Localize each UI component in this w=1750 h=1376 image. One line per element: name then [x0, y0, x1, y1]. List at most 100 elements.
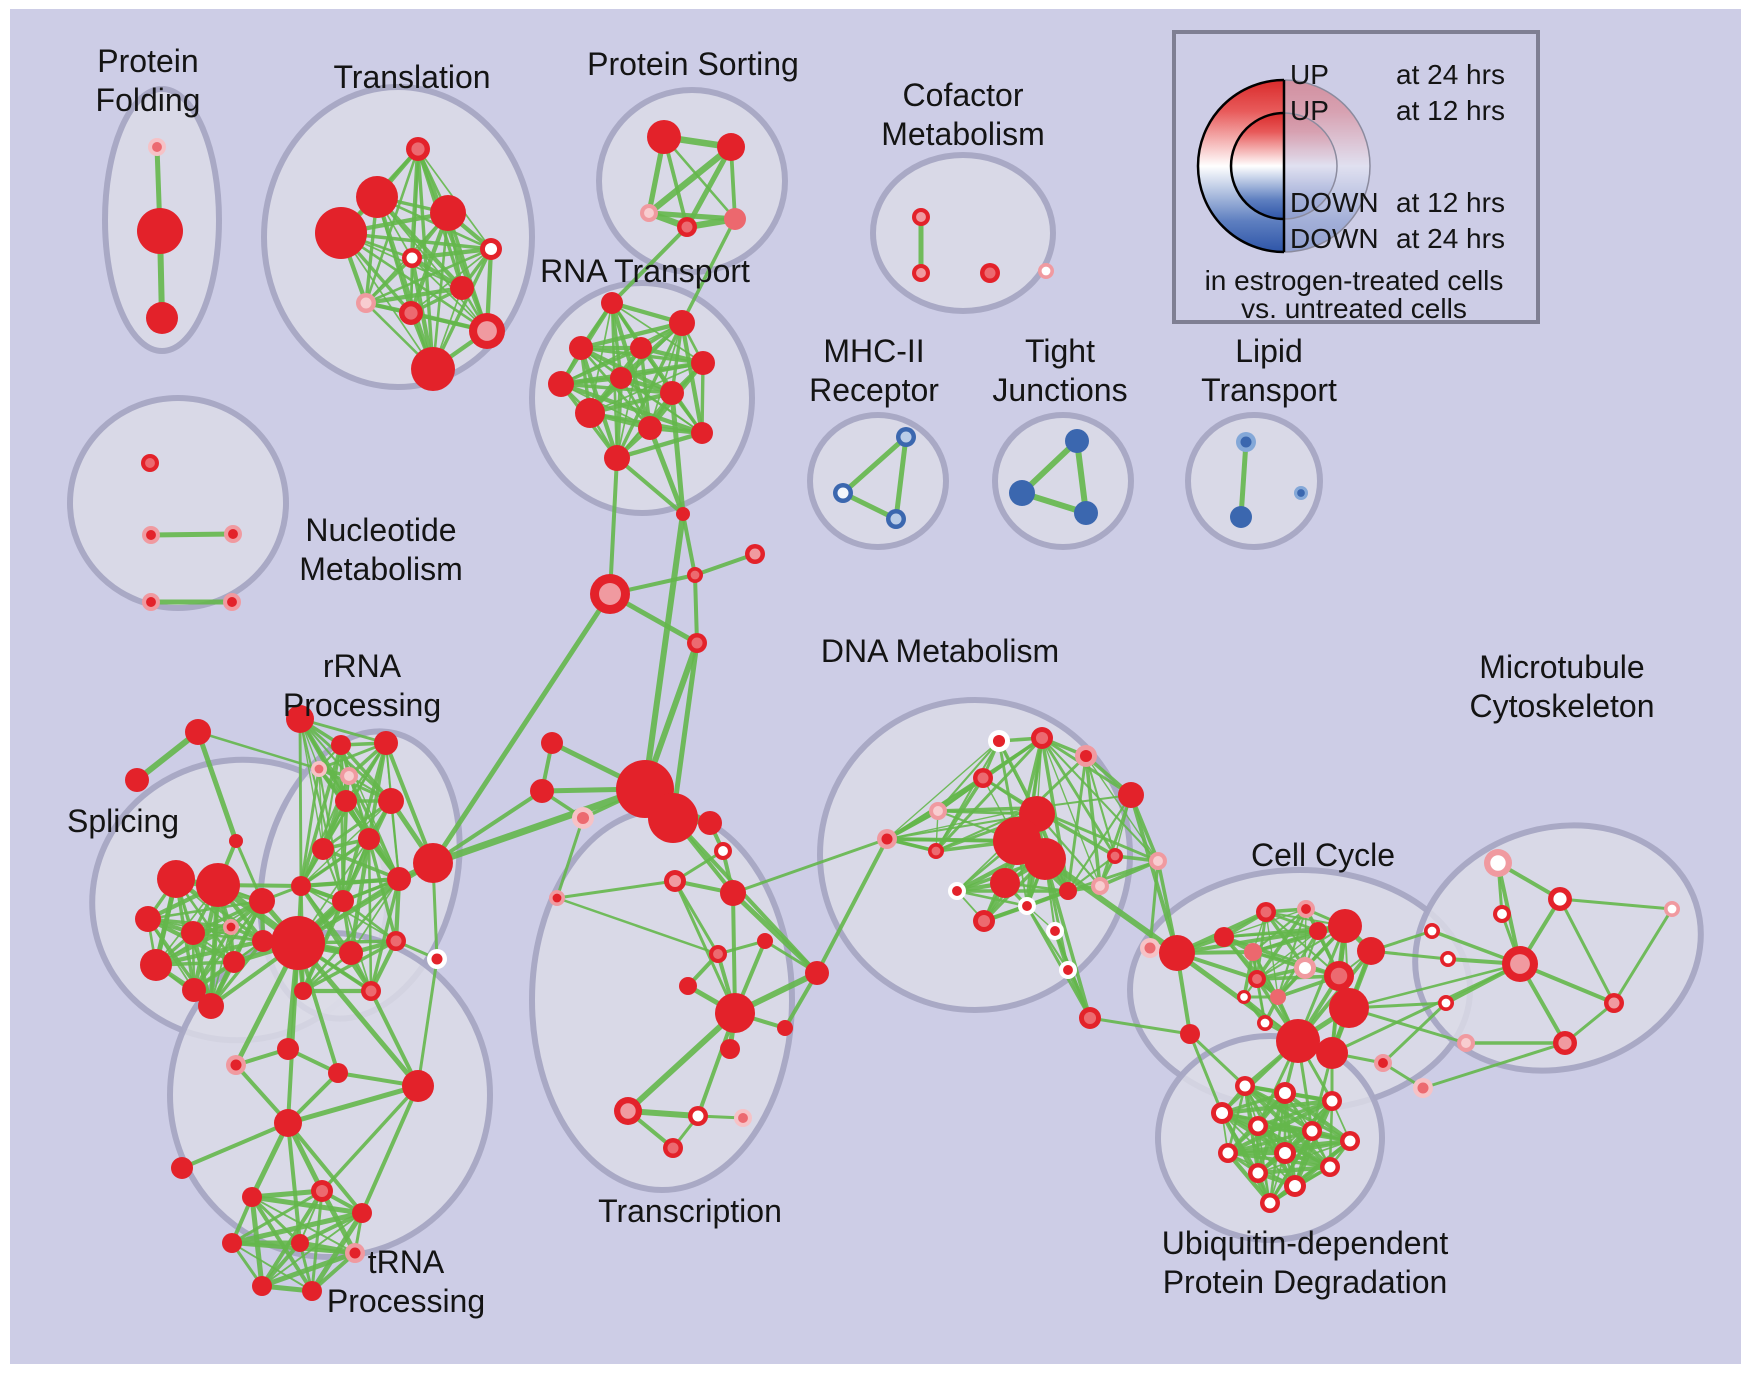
node-cf1-inner	[916, 212, 926, 222]
edge	[1255, 924, 1347, 981]
node-t10-inner	[477, 321, 497, 341]
node-tj2-outer	[1009, 480, 1035, 506]
node-n3-outer	[328, 1063, 348, 1083]
edge	[815, 837, 889, 975]
edge	[341, 741, 388, 903]
node-r7-outer	[378, 788, 404, 814]
node-s5-inner	[226, 922, 236, 932]
edge	[670, 640, 700, 821]
edge	[1098, 793, 1133, 888]
edge	[192, 899, 264, 992]
edge	[1421, 1041, 1567, 1090]
node-mt6-inner	[1558, 1036, 1572, 1050]
edge	[321, 847, 401, 881]
edge	[1226, 1129, 1314, 1155]
node-rn7-outer	[610, 367, 632, 389]
edge	[555, 879, 677, 900]
node-rn10-outer	[638, 416, 662, 440]
node-d23-outer	[1180, 1024, 1200, 1044]
node-u7-inner	[1344, 1135, 1356, 1147]
edge	[681, 512, 697, 577]
node-r12-outer	[291, 876, 311, 896]
node-pf1-inner	[152, 142, 162, 152]
cluster-mhc-ii-label: MHC-II	[823, 333, 924, 369]
node-u8-inner	[1222, 1147, 1234, 1159]
node-u6-inner	[1306, 1125, 1318, 1137]
node-mt3-inner	[1497, 909, 1507, 919]
cluster-ubiquitin-label: Ubiquitin-dependent	[1162, 1225, 1449, 1261]
cluster-cofactor-ellipse	[870, 152, 1056, 314]
node-cc17-inner	[1427, 926, 1437, 936]
cluster-protein-folding-label: Protein	[97, 43, 198, 79]
node-tx7-outer	[679, 977, 697, 995]
node-rn4-outer	[630, 337, 652, 359]
node-r2-outer	[331, 735, 351, 755]
node-r1-outer	[286, 705, 314, 733]
node-cc8-inner	[1252, 974, 1262, 984]
node-r18-outer	[294, 982, 312, 1000]
edge	[1148, 859, 1160, 950]
edge	[360, 1084, 420, 1215]
edge	[298, 717, 303, 888]
edge	[231, 1242, 313, 1292]
node-cc2-inner	[1301, 904, 1311, 914]
legend-time-label-0: at 24 hrs	[1396, 59, 1505, 90]
node-cc12-outer	[1270, 989, 1286, 1005]
edge	[1066, 854, 1117, 893]
node-t6-inner	[406, 252, 418, 264]
node-ps5-outer	[724, 208, 746, 230]
node-mt5-inner	[1608, 997, 1620, 1009]
node-d13-inner	[977, 914, 991, 928]
node-d16-outer	[1059, 882, 1077, 900]
node-t1-inner	[411, 142, 425, 156]
node-t11-outer	[411, 347, 455, 391]
edge	[1225, 1150, 1273, 1206]
node-cc13-inner	[1260, 1018, 1270, 1028]
edge	[619, 361, 705, 380]
legend: UP at 24 hrs UP at 12 hrs DOWN at 12 hrs DOWN a…	[1172, 30, 1540, 324]
node-cc10-outer	[1329, 988, 1369, 1028]
node-u13-inner	[1264, 1197, 1276, 1209]
node-d1-inner	[992, 734, 1006, 748]
node-n5-outer	[274, 1109, 302, 1137]
node-s2-outer	[196, 863, 240, 907]
edge	[298, 1211, 364, 1245]
edge	[298, 876, 402, 889]
cluster-cofactor-label: Cofactor	[903, 77, 1024, 113]
edge	[301, 877, 401, 993]
edge	[1238, 439, 1249, 520]
node-mt7-inner	[1667, 904, 1677, 914]
node-st3-outer	[229, 834, 243, 848]
node-c0-outer	[676, 507, 690, 521]
node-r14-outer	[339, 941, 363, 965]
cluster-ubiquitin-label: Protein Degradation	[1163, 1264, 1448, 1300]
edge	[646, 210, 738, 222]
edge	[1219, 1110, 1273, 1206]
edge	[249, 1194, 365, 1216]
node-c4-inner	[691, 637, 703, 649]
node-lb-outer	[530, 779, 554, 803]
node-lpk-inner	[552, 893, 562, 903]
node-mh1-inner	[900, 431, 912, 443]
node-la-outer	[541, 732, 563, 754]
edge	[609, 300, 653, 431]
node-tx13-inner	[692, 1110, 704, 1122]
edge	[886, 807, 1033, 840]
node-d5-inner	[933, 806, 943, 816]
edge	[286, 1121, 364, 1215]
node-mt2-inner	[1553, 892, 1567, 906]
cluster-nucleotide-ellipse	[67, 395, 289, 611]
node-lp3-inner	[1297, 489, 1305, 497]
edge	[555, 896, 720, 956]
node-pf2-outer	[137, 208, 183, 254]
cluster-translation-ellipse	[261, 84, 535, 390]
edge	[1088, 1016, 1192, 1036]
node-r11-outer	[387, 867, 411, 891]
edge	[348, 775, 370, 840]
node-d12-inner	[952, 886, 962, 896]
legend-time-label-2: at 12 hrs	[1396, 187, 1505, 218]
node-lc-inner	[576, 811, 590, 825]
node-cf3-inner	[984, 267, 996, 279]
edge	[369, 989, 420, 1088]
edge	[555, 816, 585, 900]
